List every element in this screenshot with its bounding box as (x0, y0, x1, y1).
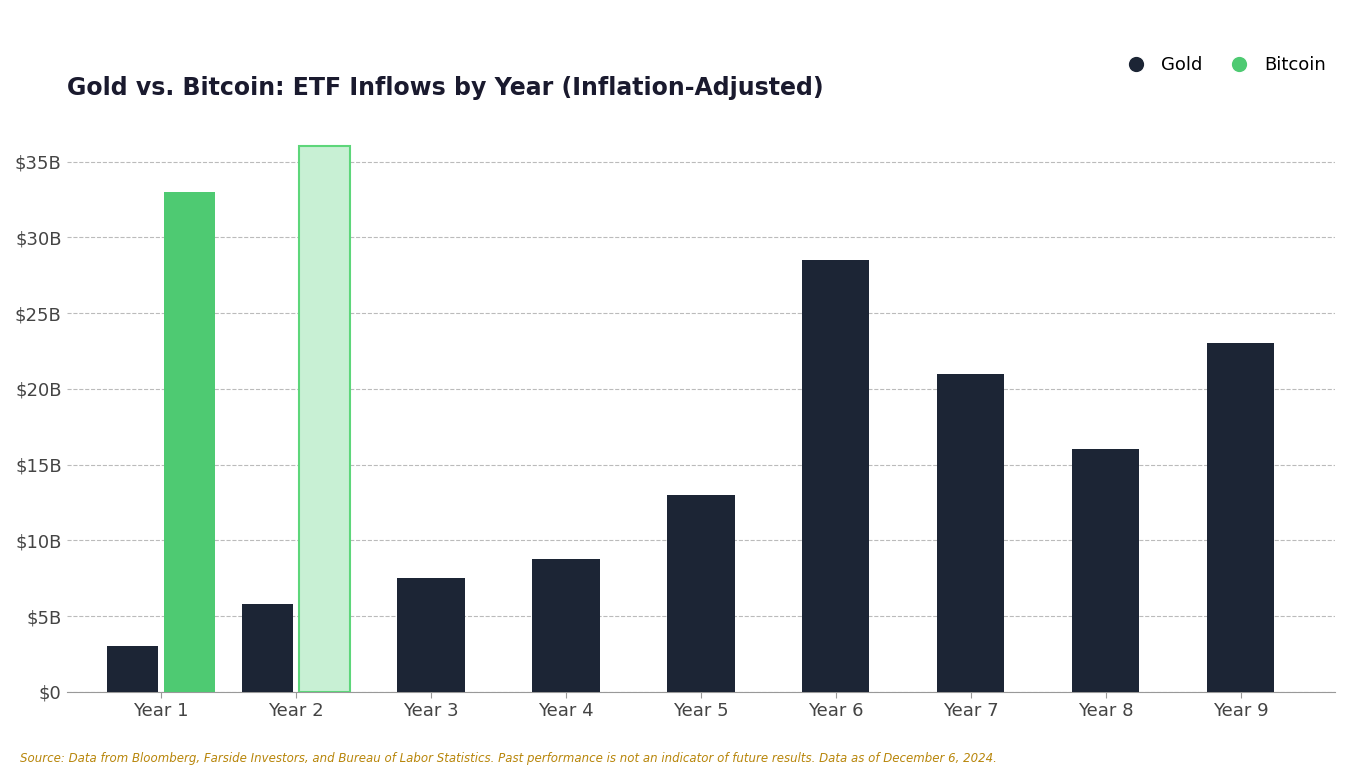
Text: Gold vs. Bitcoin: ETF Inflows by Year (Inflation-Adjusted): Gold vs. Bitcoin: ETF Inflows by Year (I… (66, 77, 823, 101)
Bar (163, 192, 215, 692)
Bar (1207, 344, 1274, 692)
Bar (298, 146, 350, 692)
Bar (802, 260, 869, 692)
Bar (532, 559, 599, 692)
Bar (667, 495, 734, 692)
Bar (937, 374, 1004, 692)
Bar (1072, 450, 1139, 692)
Text: Source: Data from Bloomberg, Farside Investors, and Bureau of Labor Statistics. : Source: Data from Bloomberg, Farside Inv… (20, 752, 998, 765)
Bar (397, 578, 464, 692)
Legend: Gold, Bitcoin: Gold, Bitcoin (1118, 57, 1326, 74)
Bar (242, 604, 293, 692)
Bar (107, 646, 158, 692)
